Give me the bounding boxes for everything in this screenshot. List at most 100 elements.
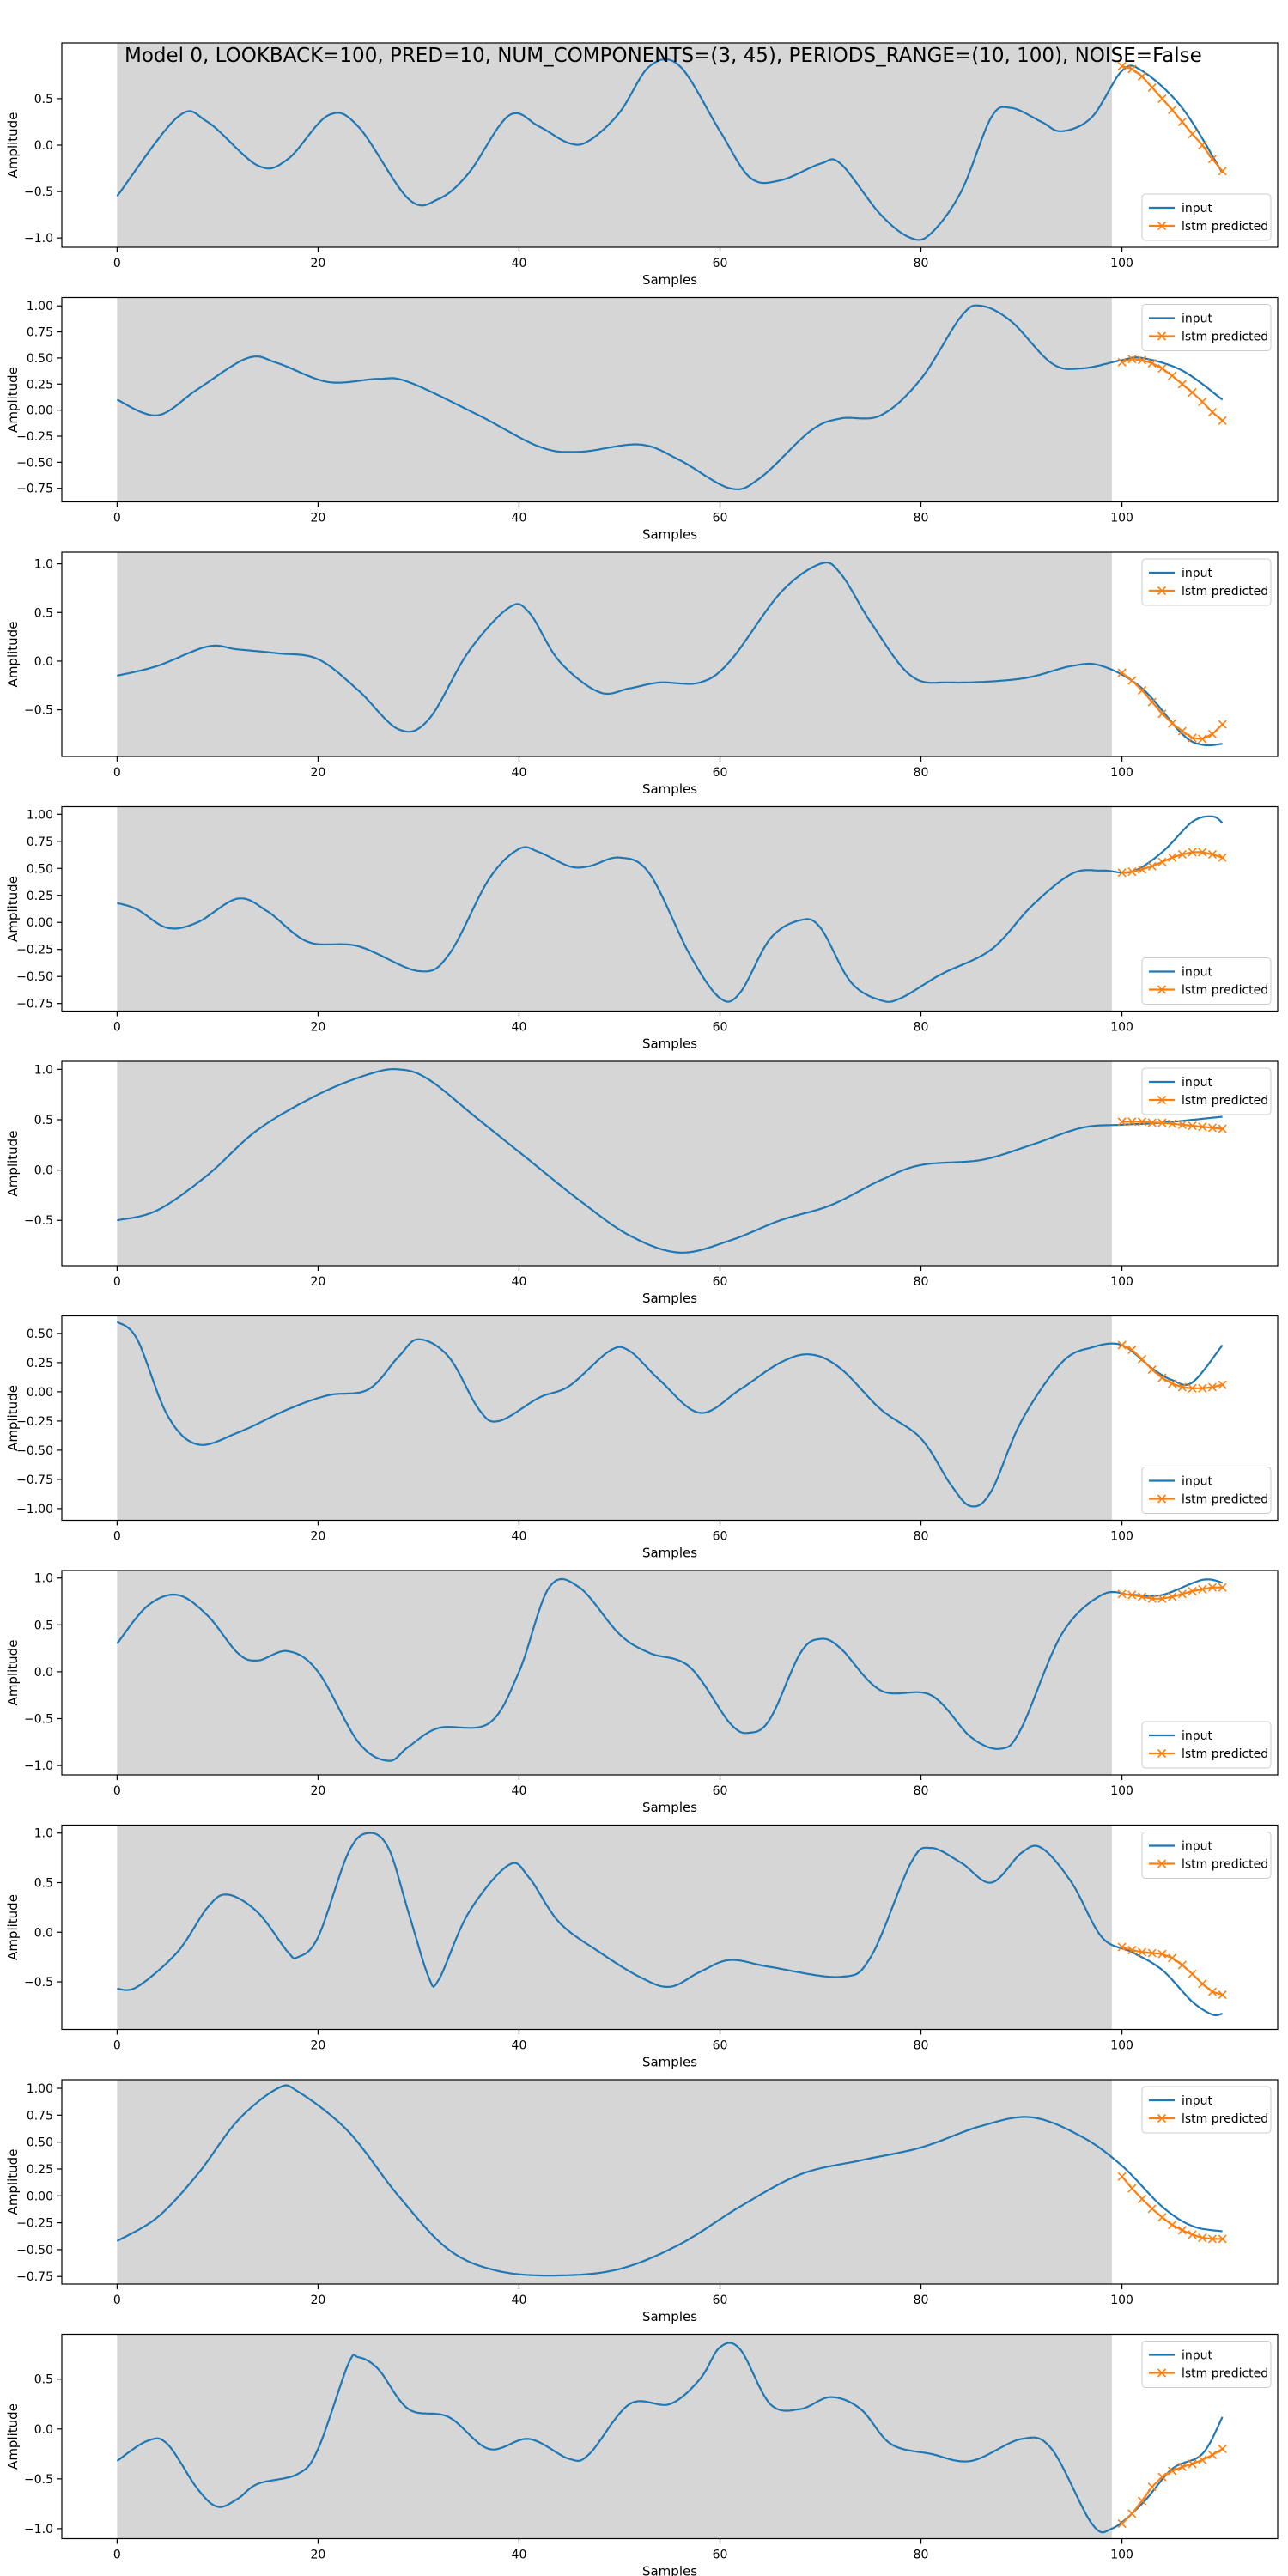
legend-label: lstm predicted: [1182, 585, 1268, 598]
axes-frame: [61, 2079, 1279, 2285]
prediction-marker: [1117, 2172, 1127, 2181]
prediction-marker: [1218, 1380, 1227, 1389]
y-tick-label: 1.0: [34, 1572, 53, 1586]
subplot-1: 0 20 40 60 80 100 −1.0 −0.5 0.0 0.5 Samples Amplitu…: [5, 42, 1279, 288]
prediction-marker: [1157, 364, 1167, 374]
prediction-marker: [1117, 61, 1127, 71]
prediction-marker: [1157, 1949, 1167, 1959]
x-tick-label: 100: [1110, 2293, 1133, 2307]
lookback-shade: [117, 1571, 1112, 1775]
y-tick-label: 1.00: [27, 808, 53, 822]
prediction-marker: [1147, 697, 1157, 707]
prediction-marker: [1188, 1383, 1197, 1393]
y-axis-label: Amplitude: [5, 1385, 21, 1451]
legend: input lstm predicted: [1141, 304, 1272, 351]
prediction-marker: [1207, 1583, 1217, 1592]
prediction-marker: [1218, 1990, 1227, 2000]
prediction-marker: [1188, 1969, 1197, 1978]
prediction-marker: [1127, 2509, 1137, 2518]
x-tick-label: 60: [713, 2293, 728, 2307]
prediction-marker: [1218, 2234, 1227, 2244]
y-axis-label: Amplitude: [5, 622, 21, 688]
y-tick-label: −0.5: [24, 2473, 53, 2487]
y-axis-label: Amplitude: [5, 367, 21, 433]
axes-frame: [61, 296, 1279, 503]
legend-box: [1141, 1467, 1272, 1514]
legend: input lstm predicted: [1141, 558, 1272, 606]
prediction-marker: [1207, 1382, 1217, 1392]
prediction-marker: [1127, 1345, 1137, 1355]
prediction-marker: [1127, 2184, 1137, 2193]
prediction-marker: [1177, 726, 1187, 736]
prediction-marker: [1198, 397, 1207, 406]
axes-frame: [61, 1060, 1279, 1267]
legend-label: lstm predicted: [1182, 1747, 1268, 1761]
legend-label: lstm predicted: [1182, 1858, 1268, 1872]
y-tick-label: 0.25: [27, 1357, 53, 1370]
x-tick-label: 20: [310, 766, 325, 780]
y-tick-label: 0.5: [34, 93, 53, 106]
y-tick-label: −0.5: [24, 704, 53, 718]
legend-box: [1141, 2086, 1272, 2134]
prediction-marker: [1137, 1117, 1147, 1127]
prediction-marker: [1207, 2450, 1217, 2460]
y-tick-label: 0.25: [27, 890, 53, 903]
prediction-marker: [1198, 1383, 1207, 1393]
y-tick-label: 0.5: [34, 1877, 53, 1891]
y-tick-label: 0.00: [27, 2190, 53, 2203]
x-axis-label: Samples: [642, 781, 697, 797]
x-tick-label: 0: [113, 2293, 121, 2307]
prediction-marker: [1207, 408, 1217, 417]
input-line: [116, 2084, 1223, 2277]
legend-label: input: [1182, 1076, 1213, 1090]
prediction-marker: [1117, 357, 1127, 367]
prediction-marker: [1198, 1979, 1207, 1989]
legend-marker: [1157, 1494, 1167, 1504]
y-tick-label: 0.75: [27, 835, 53, 849]
y-tick-label: 0.0: [34, 1164, 53, 1178]
y-axis-label: Amplitude: [5, 2149, 21, 2215]
x-tick-label: 40: [512, 2549, 527, 2562]
y-tick-label: 0.00: [27, 916, 53, 930]
x-tick-label: 80: [914, 2549, 929, 2562]
lookback-shade: [117, 552, 1112, 756]
legend: input lstm predicted: [1141, 1067, 1272, 1115]
y-tick-label: 0.00: [27, 1386, 53, 1400]
x-tick-label: 40: [512, 766, 527, 780]
y-tick-label: 0.0: [34, 1666, 53, 1680]
prediction-marker: [1137, 71, 1147, 82]
x-tick-label: 0: [113, 2039, 121, 2053]
input-line: [116, 58, 1224, 241]
prediction-marker: [1198, 1584, 1207, 1594]
y-tick-label: 1.00: [27, 300, 53, 313]
x-tick-label: 20: [310, 257, 325, 270]
y-tick-label: 0.5: [34, 1619, 53, 1632]
y-tick-label: −0.25: [16, 430, 53, 444]
prediction-marker: [1207, 155, 1217, 164]
prediction-marker: [1117, 1589, 1127, 1599]
axes-frame: [61, 1315, 1279, 1522]
lookback-shade: [117, 297, 1112, 502]
subplot-6: 0 20 40 60 80 100 −1.00 −0.75 −0.50 −0.25 0.00 0.25…: [5, 1315, 1279, 1561]
legend-marker: [1157, 1748, 1167, 1759]
prediction-line: [1121, 851, 1223, 874]
input-line: [117, 815, 1224, 1003]
legend-label: input: [1182, 2349, 1213, 2363]
prediction-marker: [1168, 1379, 1177, 1388]
y-tick-label: 1.0: [34, 558, 53, 572]
x-tick-label: 20: [310, 1530, 325, 1544]
legend: input lstm predicted: [1141, 1832, 1272, 1879]
prediction-marker: [1137, 1947, 1147, 1957]
x-tick-label: 40: [512, 1275, 527, 1289]
x-tick-label: 0: [113, 1784, 121, 1798]
legend-label: lstm predicted: [1182, 331, 1268, 344]
prediction-marker: [1117, 2519, 1127, 2529]
x-tick-label: 20: [310, 1275, 325, 1289]
lookback-shade: [117, 2080, 1112, 2284]
prediction-marker: [1147, 1364, 1157, 1375]
y-tick-label: −0.5: [24, 1214, 53, 1228]
prediction-marker: [1127, 64, 1137, 74]
prediction-marker: [1157, 857, 1167, 866]
x-tick-label: 100: [1110, 257, 1133, 270]
x-tick-label: 0: [113, 1275, 121, 1289]
